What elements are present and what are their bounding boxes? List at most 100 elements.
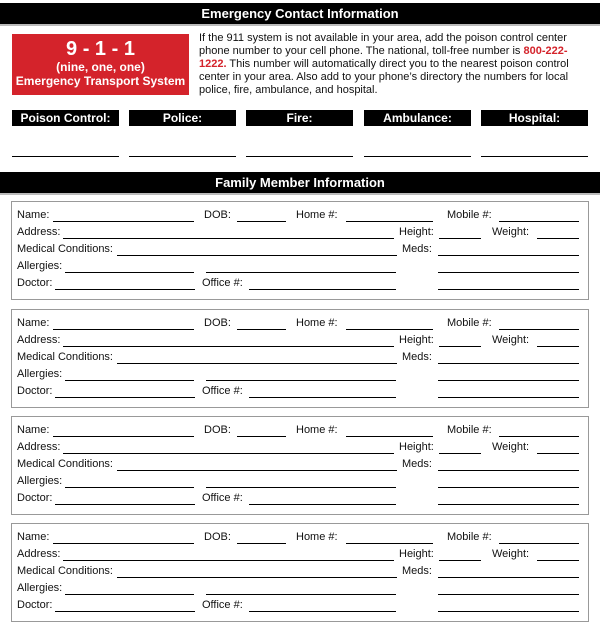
home-label: Home #: xyxy=(296,209,338,221)
entry-line[interactable] xyxy=(55,611,195,612)
emergency-number-spelled: (nine, one, one) xyxy=(56,60,145,74)
height-label: Height: xyxy=(399,334,434,346)
entry-line[interactable] xyxy=(55,397,195,398)
entry-line[interactable] xyxy=(237,329,286,330)
height-label: Height: xyxy=(399,548,434,560)
entry-line[interactable] xyxy=(438,380,579,381)
entry-line[interactable] xyxy=(55,504,195,505)
family-member-header: Family Member Information xyxy=(0,172,600,193)
entry-line[interactable] xyxy=(206,594,396,595)
entry-line[interactable] xyxy=(438,470,579,471)
entry-line[interactable] xyxy=(237,543,286,544)
name-label: Name: xyxy=(17,209,50,221)
police-entry-line[interactable] xyxy=(129,156,236,157)
entry-line[interactable] xyxy=(438,577,579,578)
office-label: Office #: xyxy=(202,599,243,611)
entry-line[interactable] xyxy=(237,436,286,437)
dob-label: DOB: xyxy=(204,531,231,543)
office-label: Office #: xyxy=(202,385,243,397)
allergies-label: Allergies: xyxy=(17,368,63,380)
entry-line[interactable] xyxy=(206,380,396,381)
meds-label: Meds: xyxy=(402,565,432,577)
entry-line[interactable] xyxy=(346,221,433,222)
ambulance-entry-line[interactable] xyxy=(364,156,471,157)
address-label: Address: xyxy=(17,226,61,238)
entry-line[interactable] xyxy=(537,453,579,454)
mobile-label: Mobile #: xyxy=(447,317,492,329)
entry-line[interactable] xyxy=(65,594,194,595)
entry-line[interactable] xyxy=(249,504,396,505)
entry-line[interactable] xyxy=(53,329,194,330)
name-label: Name: xyxy=(17,424,50,436)
entry-line[interactable] xyxy=(117,255,397,256)
emergency-number: 9 - 1 - 1 xyxy=(66,38,135,60)
entry-line[interactable] xyxy=(249,611,396,612)
entry-line[interactable] xyxy=(55,289,195,290)
entry-line[interactable] xyxy=(439,560,481,561)
entry-line[interactable] xyxy=(117,363,397,364)
entry-line[interactable] xyxy=(206,272,396,273)
entry-line[interactable] xyxy=(117,577,397,578)
mobile-label: Mobile #: xyxy=(447,209,492,221)
meds-label: Meds: xyxy=(402,351,432,363)
meds-label: Meds: xyxy=(402,243,432,255)
entry-line[interactable] xyxy=(439,238,481,239)
category-hospital: Hospital: xyxy=(481,110,588,126)
entry-line[interactable] xyxy=(438,594,579,595)
fire-entry-line[interactable] xyxy=(246,156,353,157)
weight-label: Weight: xyxy=(492,548,530,560)
entry-line[interactable] xyxy=(53,436,194,437)
entry-line[interactable] xyxy=(438,487,579,488)
entry-line[interactable] xyxy=(438,272,579,273)
entry-line[interactable] xyxy=(63,560,394,561)
entry-line[interactable] xyxy=(117,470,397,471)
entry-line[interactable] xyxy=(438,504,579,505)
home-label: Home #: xyxy=(296,317,338,329)
entry-line[interactable] xyxy=(439,453,481,454)
entry-line[interactable] xyxy=(438,397,579,398)
category-ambulance: Ambulance: xyxy=(364,110,471,126)
poison-control-entry-line[interactable] xyxy=(12,156,119,157)
entry-line[interactable] xyxy=(63,346,394,347)
entry-line[interactable] xyxy=(65,487,194,488)
entry-line[interactable] xyxy=(63,238,394,239)
entry-line[interactable] xyxy=(439,346,481,347)
meds-label: Meds: xyxy=(402,458,432,470)
medical-label: Medical Conditions: xyxy=(17,351,113,363)
entry-line[interactable] xyxy=(53,543,194,544)
family-member-card: Name: DOB: Home #: Mobile #: Address: Height:… xyxy=(11,416,589,515)
entry-line[interactable] xyxy=(438,289,579,290)
entry-line[interactable] xyxy=(537,346,579,347)
entry-line[interactable] xyxy=(249,289,396,290)
weight-label: Weight: xyxy=(492,334,530,346)
doctor-label: Doctor: xyxy=(17,385,53,397)
doctor-label: Doctor: xyxy=(17,277,53,289)
entry-line[interactable] xyxy=(499,543,579,544)
entry-line[interactable] xyxy=(63,453,394,454)
entry-line[interactable] xyxy=(499,329,579,330)
height-label: Height: xyxy=(399,226,434,238)
entry-line[interactable] xyxy=(346,329,433,330)
emergency-911-box: 9 - 1 - 1 (nine, one, one) Emergency Tra… xyxy=(12,34,189,95)
mobile-label: Mobile #: xyxy=(447,424,492,436)
entry-line[interactable] xyxy=(499,221,579,222)
entry-line[interactable] xyxy=(53,221,194,222)
address-label: Address: xyxy=(17,334,61,346)
entry-line[interactable] xyxy=(438,611,579,612)
entry-line[interactable] xyxy=(206,487,396,488)
hospital-entry-line[interactable] xyxy=(481,156,588,157)
name-label: Name: xyxy=(17,317,50,329)
entry-line[interactable] xyxy=(65,272,194,273)
emergency-caption: Emergency Transport System xyxy=(15,74,186,88)
entry-line[interactable] xyxy=(237,221,286,222)
entry-line[interactable] xyxy=(438,363,579,364)
entry-line[interactable] xyxy=(346,543,433,544)
entry-line[interactable] xyxy=(346,436,433,437)
entry-line[interactable] xyxy=(537,238,579,239)
entry-line[interactable] xyxy=(537,560,579,561)
entry-line[interactable] xyxy=(249,397,396,398)
entry-line[interactable] xyxy=(499,436,579,437)
entry-line[interactable] xyxy=(65,380,194,381)
address-label: Address: xyxy=(17,441,61,453)
entry-line[interactable] xyxy=(438,255,579,256)
